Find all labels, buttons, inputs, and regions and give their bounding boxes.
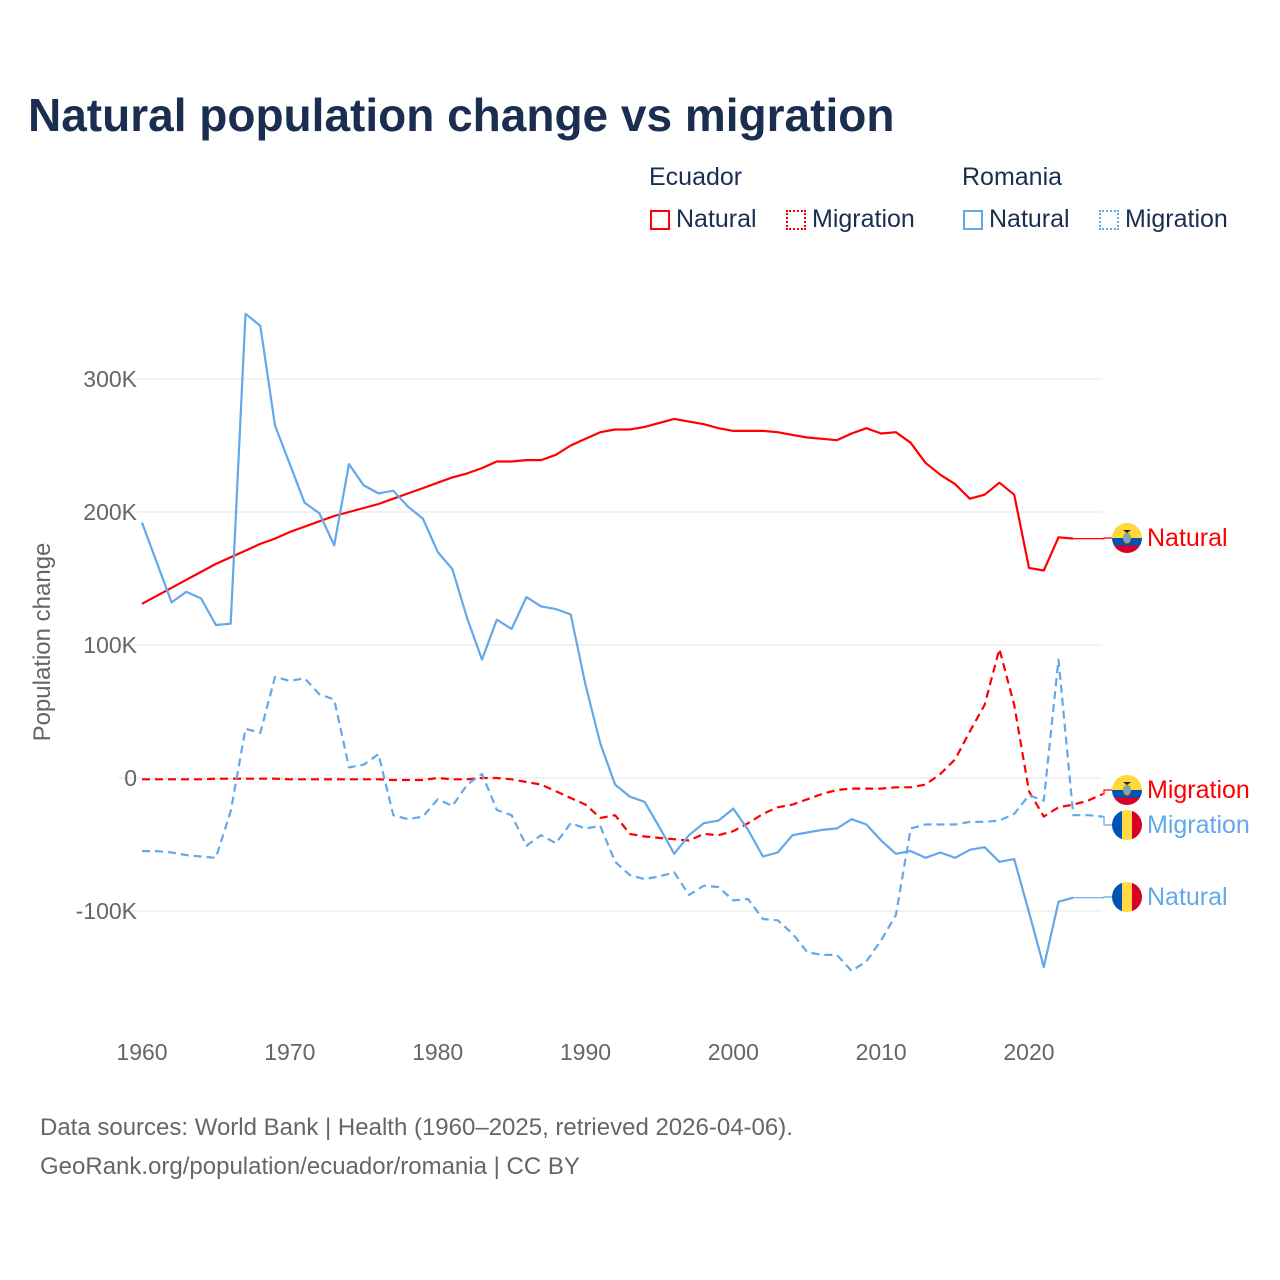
x-tick-label: 1980	[412, 1039, 463, 1065]
legend-group-romania: Romania	[962, 163, 1063, 191]
x-tick-label: 2010	[856, 1039, 907, 1065]
chart-title: Natural population change vs migration	[28, 89, 895, 141]
y-axis-label: Population change	[29, 543, 56, 742]
end-label-connector	[1073, 537, 1112, 540]
romania-flag-icon	[1112, 810, 1142, 840]
series-line-ecuador-migration	[142, 647, 1104, 842]
end-label: Natural	[1147, 883, 1228, 911]
legend-swatch-dotted-red	[786, 209, 806, 230]
footer-attribution: GeoRank.org/population/ecuador/romania |…	[40, 1153, 580, 1180]
legend-ecuador-migration[interactable]: Migration	[786, 205, 915, 234]
legend-label: Natural	[989, 205, 1070, 233]
end-label: Natural	[1147, 524, 1228, 552]
legend-romania-natural[interactable]: Natural	[963, 205, 1070, 234]
legend-swatch-solid-blue	[963, 209, 983, 230]
legend-group-ecuador: Ecuador	[649, 163, 743, 191]
x-tick-label: 1960	[116, 1039, 167, 1065]
legend-swatch-dotted-blue	[1099, 209, 1119, 230]
romania-flag-icon	[1112, 882, 1142, 912]
ecuador-flag-icon	[1112, 523, 1142, 553]
ecuador-flag-icon	[1112, 775, 1142, 805]
x-tick-label: 2020	[1003, 1039, 1054, 1065]
x-tick-label: 2000	[708, 1039, 759, 1065]
end-label: Migration	[1147, 811, 1250, 839]
x-tick-label: 1990	[560, 1039, 611, 1065]
legend-label: Natural	[676, 205, 757, 233]
end-label-connector	[1073, 896, 1112, 899]
legend-romania-migration[interactable]: Migration	[1099, 205, 1228, 234]
y-tick-label: -100K	[76, 898, 138, 924]
legend-label: Migration	[812, 205, 915, 233]
footer-sources: Data sources: World Bank | Health (1960–…	[40, 1114, 793, 1141]
legend-label: Migration	[1125, 205, 1228, 233]
legend-swatch-solid-red	[650, 209, 670, 230]
y-tick-label: 100K	[83, 632, 137, 658]
y-tick-label: 0	[124, 765, 137, 791]
end-label: Migration	[1147, 776, 1250, 804]
end-label-connector	[1102, 815, 1112, 826]
x-tick-label: 1970	[264, 1039, 315, 1065]
y-tick-label: 300K	[83, 366, 137, 392]
series-line-romania-migration	[142, 658, 1104, 972]
legend-ecuador-natural[interactable]: Natural	[650, 205, 757, 234]
series-line-ecuador-natural	[141, 417, 1074, 605]
footer: Data sources: World Bank | Health (1960–…	[40, 1108, 793, 1186]
y-tick-label: 200K	[83, 499, 137, 525]
end-label-connector	[1102, 789, 1112, 795]
series-line-romania-natural	[140, 312, 1074, 968]
